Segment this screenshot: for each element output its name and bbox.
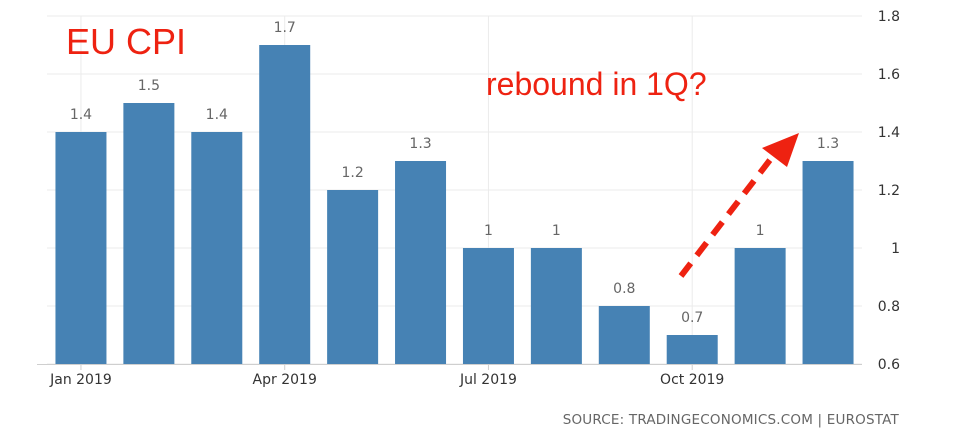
data-label: 1 bbox=[756, 223, 765, 239]
x-tick-label: Jul 2019 bbox=[459, 372, 517, 388]
gridlines bbox=[47, 15, 862, 365]
data-label: 0.7 bbox=[681, 310, 703, 326]
data-label: 1.4 bbox=[206, 107, 228, 123]
data-labels: 1.4 1.5 1.4 1.7 1.2 1.3 1 1 0.8 0.7 1 1.3 bbox=[70, 20, 839, 326]
bars bbox=[55, 45, 854, 364]
source-note: SOURCE: TRADINGECONOMICS.COM | EUROSTAT bbox=[563, 412, 900, 428]
bar bbox=[462, 248, 514, 364]
y-axis: 0.6 0.8 1 1.2 1.4 1.6 1.8 bbox=[878, 9, 900, 373]
x-tick-label: Apr 2019 bbox=[253, 372, 317, 388]
bar bbox=[191, 132, 243, 364]
x-axis: Jan 2019 Apr 2019 Jul 2019 Oct 2019 bbox=[37, 364, 862, 388]
bar bbox=[666, 335, 718, 364]
bar bbox=[327, 190, 379, 364]
dashed-arrow-icon bbox=[678, 133, 799, 278]
data-label: 1.5 bbox=[138, 78, 160, 94]
data-label: 1 bbox=[552, 223, 561, 239]
y-tick-label: 1.8 bbox=[878, 9, 900, 25]
y-tick-label: 1.6 bbox=[878, 67, 900, 83]
bar bbox=[123, 103, 175, 364]
bar bbox=[55, 132, 107, 364]
y-tick-label: 0.6 bbox=[878, 357, 900, 373]
y-tick-label: 1.2 bbox=[878, 183, 900, 199]
y-tick-label: 1.4 bbox=[878, 125, 900, 141]
rebound-annotation: rebound in 1Q? bbox=[486, 66, 707, 102]
bar bbox=[259, 45, 311, 364]
bar bbox=[395, 161, 447, 364]
data-label: 1.4 bbox=[70, 107, 92, 123]
x-tick-label: Oct 2019 bbox=[660, 372, 724, 388]
data-label: 1 bbox=[484, 223, 493, 239]
bar bbox=[802, 161, 854, 364]
data-label: 1.3 bbox=[409, 136, 431, 152]
data-label: 1.2 bbox=[341, 165, 363, 181]
data-label: 0.8 bbox=[613, 281, 635, 297]
y-tick-label: 0.8 bbox=[878, 299, 900, 315]
bar bbox=[598, 306, 650, 364]
y-tick-label: 1 bbox=[891, 241, 900, 257]
chart-title: EU CPI bbox=[66, 21, 186, 62]
bar bbox=[530, 248, 582, 364]
data-label: 1.3 bbox=[817, 136, 839, 152]
data-label: 1.7 bbox=[274, 20, 296, 36]
bar bbox=[734, 248, 786, 364]
x-tick-label: Jan 2019 bbox=[49, 372, 112, 388]
